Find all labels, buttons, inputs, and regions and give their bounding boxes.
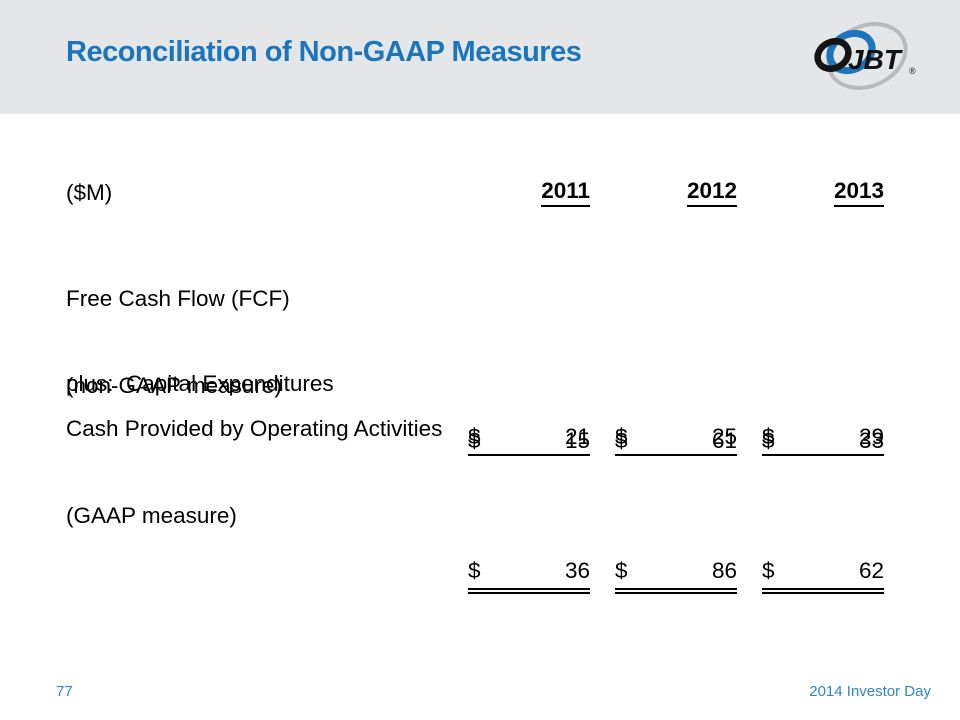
value-cell: $ 61 [615, 427, 737, 458]
currency-symbol: $ [615, 558, 628, 583]
row-label-line2: (non-GAAP measure) [66, 373, 282, 398]
page-title: Reconciliation of Non-GAAP Measures [66, 36, 582, 68]
row-label-line2: (GAAP measure) [66, 503, 237, 528]
page-number: 77 [56, 683, 73, 700]
table-row-capex: plus: Capital Expenditures $ 21 $ 25 $ 2… [66, 311, 884, 456]
value-2011: 36 [564, 558, 590, 583]
year-header-cell: 2011 [468, 178, 590, 207]
currency-symbol: $ [762, 428, 775, 453]
row-label-line1: Cash Provided by Operating Activities [66, 416, 443, 441]
row-values: $ 21 $ 25 $ 29 [468, 423, 884, 456]
year-header-group: 2011 2012 2013 [468, 178, 884, 207]
value-2013: 62 [858, 558, 884, 583]
row-label: Free Cash Flow (FCF) (non-GAAP measure) [66, 226, 468, 458]
value-cell: $ 15 [468, 427, 590, 458]
unit-label: ($M) [66, 180, 113, 205]
value-2012: 25 [711, 424, 737, 449]
currency-symbol: $ [762, 558, 775, 583]
currency-symbol: $ [468, 424, 481, 449]
currency-symbol: $ [468, 558, 481, 583]
value-2012: 86 [711, 558, 737, 583]
jbt-logo-icon: JBT ® [814, 22, 916, 90]
value-cell-underlined: $ 29 [762, 423, 884, 456]
header-band: Reconciliation of Non-GAAP Measures JBT … [0, 0, 960, 114]
year-header-cell: 2013 [762, 178, 884, 207]
row-values: $ 15 $ 61 $ 33 [468, 427, 884, 458]
value-2013: 33 [858, 428, 884, 453]
row-label-line1: Free Cash Flow (FCF) [66, 286, 290, 311]
row-label-line1: plus: Capital Expenditures [66, 371, 334, 396]
currency-symbol: $ [615, 424, 628, 449]
value-cell: $ 33 [762, 427, 884, 458]
row-values: $ 36 $ 86 $ 62 [468, 557, 884, 594]
value-2011: 15 [564, 428, 590, 453]
currency-symbol: $ [762, 424, 775, 449]
year-header-cell: 2012 [615, 178, 737, 207]
year-2011: 2011 [541, 178, 590, 207]
value-2013: 29 [858, 424, 884, 449]
value-cell-underlined: $ 21 [468, 423, 590, 456]
value-cell-double-underlined: $ 62 [762, 557, 884, 594]
currency-symbol: $ [468, 428, 481, 453]
table-row-fcf: Free Cash Flow (FCF) (non-GAAP measure) … [66, 226, 884, 458]
currency-symbol: $ [615, 428, 628, 453]
footer-event-label: 2014 Investor Day [809, 683, 931, 700]
table-row-cash-from-ops: Cash Provided by Operating Activities (G… [66, 356, 884, 594]
value-cell-underlined: $ 25 [615, 423, 737, 456]
value-2012: 61 [711, 428, 737, 453]
value-2011: 21 [564, 424, 590, 449]
jbt-logo-reg-mark: ® [909, 66, 916, 76]
year-2013: 2013 [833, 178, 884, 207]
row-label: Cash Provided by Operating Activities (G… [66, 356, 468, 588]
jbt-logo-text: JBT [848, 44, 904, 75]
table-header-row: ($M) 2011 2012 2013 [66, 178, 884, 207]
year-2012: 2012 [686, 178, 737, 207]
value-cell-double-underlined: $ 36 [468, 557, 590, 594]
value-cell-double-underlined: $ 86 [615, 557, 737, 594]
row-label: plus: Capital Expenditures [66, 311, 468, 456]
